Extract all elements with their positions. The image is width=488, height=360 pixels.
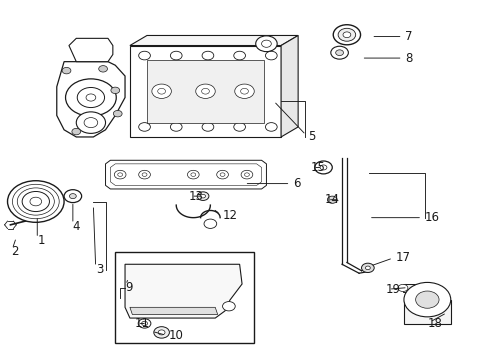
Circle shape	[17, 188, 54, 215]
Text: 3: 3	[96, 263, 103, 276]
Circle shape	[330, 46, 347, 59]
Circle shape	[203, 219, 216, 228]
Text: 12: 12	[222, 210, 237, 222]
Circle shape	[64, 190, 81, 203]
Circle shape	[76, 112, 105, 134]
Text: 16: 16	[424, 211, 439, 224]
Circle shape	[7, 181, 64, 222]
Circle shape	[201, 88, 209, 94]
Circle shape	[152, 84, 171, 98]
Text: 8: 8	[405, 51, 412, 64]
Text: 5: 5	[307, 130, 315, 144]
Circle shape	[99, 66, 107, 72]
Circle shape	[139, 123, 150, 131]
Text: 11: 11	[135, 317, 149, 330]
Polygon shape	[105, 160, 266, 189]
Text: 13: 13	[188, 190, 203, 203]
Circle shape	[265, 123, 277, 131]
Circle shape	[337, 28, 355, 41]
Polygon shape	[69, 39, 113, 62]
Text: 6: 6	[293, 177, 300, 190]
Circle shape	[170, 123, 182, 131]
Circle shape	[240, 88, 248, 94]
Circle shape	[154, 327, 169, 338]
Circle shape	[261, 40, 271, 47]
Circle shape	[332, 25, 360, 45]
Circle shape	[265, 51, 277, 60]
Circle shape	[220, 173, 224, 176]
Circle shape	[202, 51, 213, 60]
Circle shape	[403, 282, 450, 317]
Bar	[115, 252, 254, 343]
Circle shape	[233, 123, 245, 131]
Circle shape	[234, 84, 254, 98]
Text: 9: 9	[125, 281, 132, 294]
Text: 1: 1	[37, 234, 45, 247]
Circle shape	[327, 196, 336, 203]
Polygon shape	[130, 45, 281, 137]
Circle shape	[365, 266, 369, 270]
Circle shape	[314, 161, 331, 174]
Circle shape	[241, 170, 252, 179]
Circle shape	[142, 173, 147, 176]
Text: 10: 10	[168, 329, 183, 342]
Circle shape	[114, 170, 126, 179]
Circle shape	[233, 51, 245, 60]
Circle shape	[342, 32, 350, 38]
Circle shape	[86, 94, 96, 101]
Circle shape	[244, 173, 249, 176]
Circle shape	[158, 330, 164, 335]
Circle shape	[30, 197, 41, 206]
Circle shape	[84, 118, 98, 128]
Circle shape	[158, 88, 165, 94]
Text: 15: 15	[310, 161, 325, 174]
Text: 4: 4	[73, 220, 80, 233]
Bar	[402, 284, 421, 292]
Circle shape	[62, 67, 71, 74]
Circle shape	[202, 123, 213, 131]
Circle shape	[139, 51, 150, 60]
Polygon shape	[130, 307, 217, 315]
Circle shape	[195, 84, 215, 98]
Text: 19: 19	[385, 283, 400, 296]
Circle shape	[335, 50, 343, 55]
Circle shape	[361, 263, 373, 273]
Text: 17: 17	[395, 251, 410, 264]
Circle shape	[72, 129, 81, 135]
Circle shape	[65, 79, 116, 116]
Circle shape	[187, 170, 199, 179]
Text: 14: 14	[325, 193, 339, 206]
Circle shape	[139, 170, 150, 179]
Polygon shape	[125, 264, 242, 318]
Circle shape	[118, 173, 122, 176]
Circle shape	[222, 302, 235, 311]
Circle shape	[170, 51, 182, 60]
Polygon shape	[147, 60, 264, 123]
Circle shape	[69, 194, 76, 199]
Circle shape	[111, 87, 120, 94]
Bar	[403, 300, 450, 324]
Circle shape	[22, 192, 49, 212]
Circle shape	[113, 111, 122, 117]
Polygon shape	[130, 36, 298, 45]
Text: 18: 18	[427, 317, 441, 330]
Circle shape	[77, 87, 104, 108]
Circle shape	[12, 184, 59, 219]
Circle shape	[138, 319, 151, 328]
Circle shape	[320, 165, 326, 170]
Circle shape	[415, 291, 438, 308]
Polygon shape	[281, 36, 298, 137]
Circle shape	[216, 170, 228, 179]
Circle shape	[142, 321, 147, 325]
Circle shape	[255, 36, 277, 51]
Circle shape	[190, 173, 195, 176]
Text: 7: 7	[405, 30, 412, 43]
Circle shape	[200, 194, 205, 198]
Polygon shape	[57, 62, 125, 137]
Text: 2: 2	[11, 245, 19, 258]
Circle shape	[197, 192, 208, 201]
Circle shape	[397, 284, 407, 292]
